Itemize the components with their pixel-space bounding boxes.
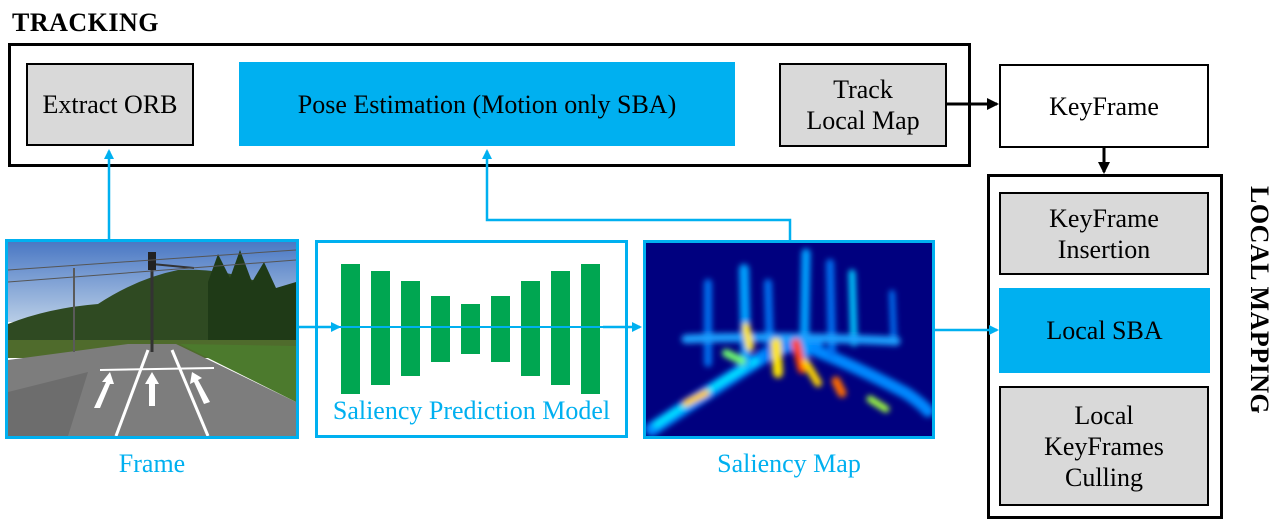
frame-label: Frame: [118, 449, 186, 478]
saliency-map-label: Saliency Map: [717, 449, 861, 478]
local-keyframes-culling-box: Local KeyFrames Culling: [999, 386, 1209, 506]
saliency-model-box: [315, 240, 628, 438]
heat-hot-4: [831, 376, 847, 398]
track-local-map-box: Track Local Map: [779, 63, 947, 147]
lane-line-2: [170, 349, 210, 436]
heat-hot-1: [771, 338, 783, 378]
heat-hot-3: [742, 323, 754, 351]
arrow-right: [190, 372, 210, 404]
traffic-arm: [151, 263, 195, 269]
keyframe-box: KeyFrame: [999, 64, 1209, 148]
stop-line: [99, 367, 215, 371]
heat-vertical-3: [764, 279, 774, 357]
keyframe-insertion-box: KeyFrame Insertion: [999, 192, 1209, 275]
road-scene-illustration: [8, 242, 296, 436]
heat-warm-2: [866, 395, 890, 413]
frame-image: [5, 239, 299, 439]
trees-right: [208, 250, 296, 352]
heat-horizontal-1: [681, 332, 901, 346]
local-mapping-title: LOCAL MAPPING: [1245, 186, 1270, 415]
lane-line-1: [114, 349, 150, 436]
power-line-2: [8, 259, 296, 283]
local-mapping-block: [987, 174, 1223, 519]
heat-hot-2: [791, 338, 807, 374]
heat-vertical-4: [799, 248, 811, 368]
heat-vertical-2: [739, 264, 751, 368]
road-shadow: [8, 372, 88, 436]
pose-estimation-box: Pose Estimation (Motion only SBA): [239, 62, 735, 146]
heat-warm-4: [802, 359, 822, 387]
arrow-left: [94, 372, 114, 408]
heat-ridge-right: [790, 337, 932, 417]
heat-vertical-6: [848, 269, 858, 347]
traffic-light: [148, 252, 156, 270]
arrow-center: [145, 372, 159, 406]
saliency-heatmap: [646, 248, 932, 436]
heat-warm-1: [682, 389, 710, 407]
tracking-title: TRACKING: [12, 8, 160, 37]
saliency-model-label: Saliency Prediction Model: [332, 396, 611, 425]
heat-vertical-7: [889, 290, 897, 346]
grass-right: [180, 344, 296, 402]
saliency-map-image: [643, 240, 935, 439]
power-line-1: [8, 249, 296, 271]
heat-warm-3: [722, 349, 746, 365]
extract-orb-box: Extract ORB: [26, 63, 194, 146]
local-sba-box: Local SBA: [999, 288, 1210, 373]
